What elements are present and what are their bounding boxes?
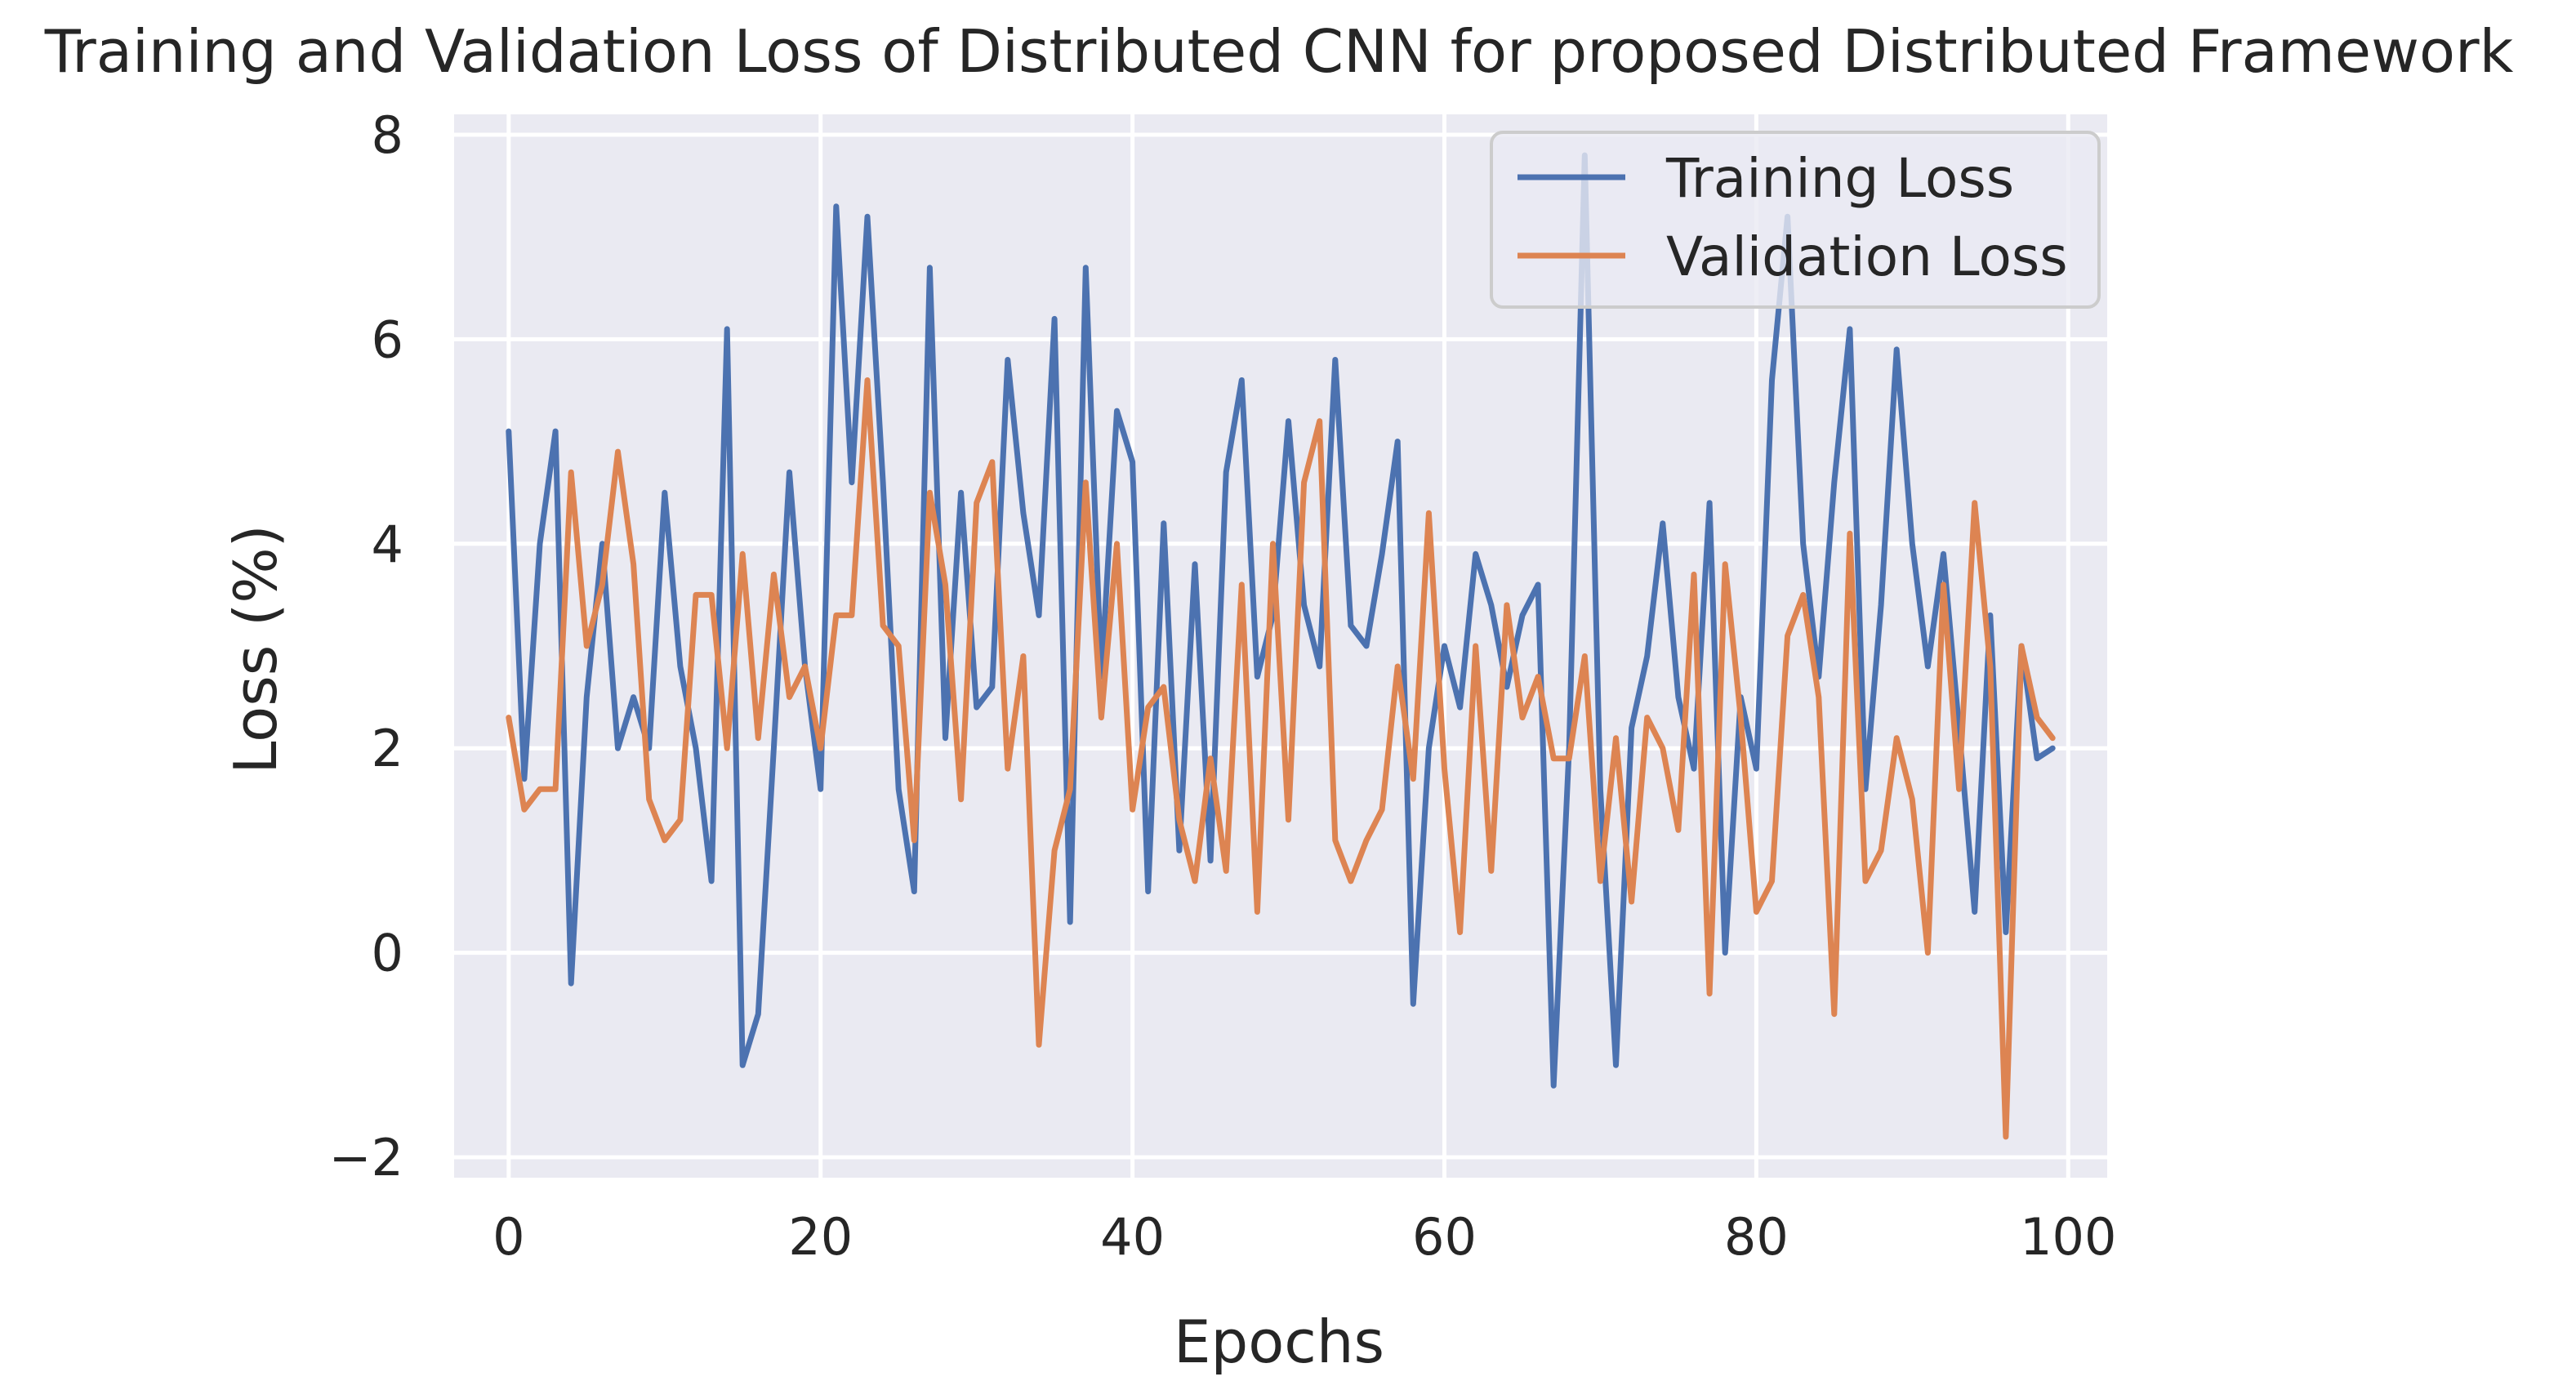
series-line-training-loss (506, 152, 2056, 1089)
x-tick-label: 0 (492, 1207, 524, 1267)
legend-label-training-loss: Training Loss (1665, 147, 2014, 210)
x-tick-label: 100 (2020, 1207, 2116, 1267)
x-tick-label: 60 (1412, 1207, 1477, 1267)
y-tick-label: 8 (372, 105, 403, 165)
y-tick-label: 2 (372, 719, 403, 778)
y-tick-label: −2 (329, 1128, 403, 1187)
y-axis-label: Loss (%) (221, 524, 290, 773)
y-tick-label: 4 (372, 515, 403, 574)
legend-box (1490, 131, 2101, 309)
legend: Training Loss Validation Loss (1490, 131, 2101, 309)
y-tick-label: 6 (372, 310, 403, 369)
tick-labels: 0 20 40 60 80 100 −2 0 2 4 6 8 (329, 105, 2117, 1267)
series-line-validation-loss (506, 377, 2056, 1140)
x-tick-label: 40 (1100, 1207, 1165, 1267)
y-tick-label: 0 (372, 924, 403, 983)
series-lines (506, 152, 2056, 1140)
x-axis-label: Epochs (1174, 1308, 1384, 1376)
chart-title: Training and Validation Loss of Distribu… (44, 17, 2514, 86)
legend-label-validation-loss: Validation Loss (1666, 225, 2068, 288)
x-tick-label: 20 (788, 1207, 853, 1267)
x-tick-label: 80 (1724, 1207, 1789, 1267)
